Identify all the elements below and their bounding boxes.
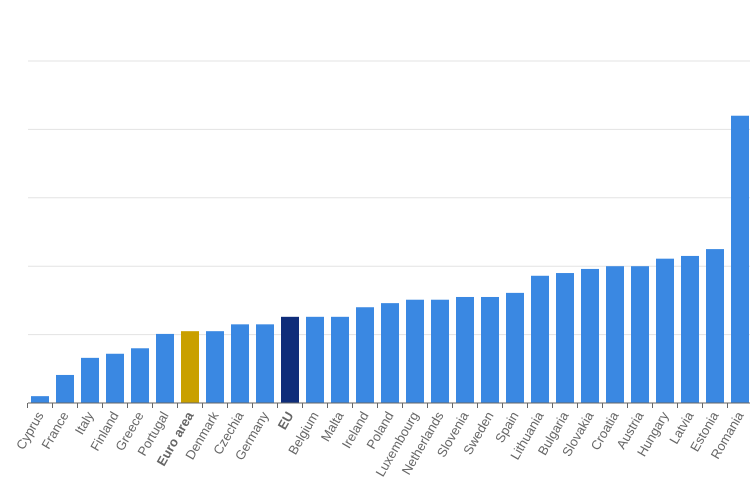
bar-spain[interactable] (506, 292, 524, 403)
bar-portugal[interactable] (156, 333, 174, 403)
bar-malta[interactable] (331, 316, 349, 403)
bar-sweden[interactable] (481, 296, 499, 403)
bar-poland[interactable] (381, 303, 399, 403)
bar-euro-area[interactable] (181, 331, 199, 403)
bar-estonia[interactable] (706, 249, 724, 403)
bar-czechia[interactable] (231, 324, 249, 403)
bar-slovakia[interactable] (581, 268, 599, 403)
bar-lithuania[interactable] (531, 275, 549, 403)
bar-greece[interactable] (131, 348, 149, 403)
bar-germany[interactable] (256, 324, 274, 403)
bar-luxembourg[interactable] (406, 299, 424, 403)
bar-netherlands[interactable] (431, 299, 449, 403)
x-tick-label: EU (275, 409, 297, 432)
x-tick-label: Italy (72, 409, 97, 438)
bar-italy[interactable] (81, 357, 99, 403)
bar-belgium[interactable] (306, 316, 324, 403)
bar-cyprus[interactable] (31, 396, 49, 403)
bars (31, 115, 749, 403)
bar-france[interactable] (56, 374, 74, 403)
bar-slovenia[interactable] (456, 296, 474, 403)
bar-denmark[interactable] (206, 331, 224, 403)
bar-austria[interactable] (631, 266, 649, 403)
bar-bulgaria[interactable] (556, 273, 574, 403)
bar-hungary[interactable] (656, 258, 674, 403)
bar-eu[interactable] (281, 316, 299, 403)
bar-croatia[interactable] (606, 266, 624, 403)
gridlines (28, 60, 750, 336)
bar-romania[interactable] (731, 115, 749, 403)
bar-ireland[interactable] (356, 307, 374, 403)
bar-latvia[interactable] (681, 255, 699, 403)
bar-finland[interactable] (106, 353, 124, 403)
